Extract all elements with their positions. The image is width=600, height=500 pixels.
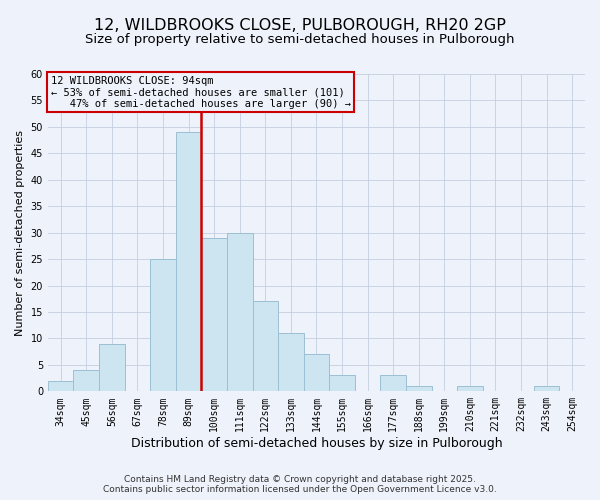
Bar: [457, 386, 482, 392]
Text: Contains HM Land Registry data © Crown copyright and database right 2025.
Contai: Contains HM Land Registry data © Crown c…: [103, 474, 497, 494]
Bar: [253, 302, 278, 392]
Text: Size of property relative to semi-detached houses in Pulborough: Size of property relative to semi-detach…: [85, 32, 515, 46]
Bar: [176, 132, 202, 392]
Bar: [278, 333, 304, 392]
Bar: [406, 386, 431, 392]
Bar: [304, 354, 329, 392]
Bar: [227, 232, 253, 392]
Bar: [202, 238, 227, 392]
Bar: [48, 381, 73, 392]
Bar: [329, 376, 355, 392]
Bar: [73, 370, 99, 392]
Bar: [380, 376, 406, 392]
Bar: [150, 259, 176, 392]
Bar: [99, 344, 125, 392]
Text: 12, WILDBROOKS CLOSE, PULBOROUGH, RH20 2GP: 12, WILDBROOKS CLOSE, PULBOROUGH, RH20 2…: [94, 18, 506, 32]
Text: 12 WILDBROOKS CLOSE: 94sqm
← 53% of semi-detached houses are smaller (101)
   47: 12 WILDBROOKS CLOSE: 94sqm ← 53% of semi…: [50, 76, 350, 109]
Bar: [534, 386, 559, 392]
X-axis label: Distribution of semi-detached houses by size in Pulborough: Distribution of semi-detached houses by …: [131, 437, 502, 450]
Y-axis label: Number of semi-detached properties: Number of semi-detached properties: [15, 130, 25, 336]
